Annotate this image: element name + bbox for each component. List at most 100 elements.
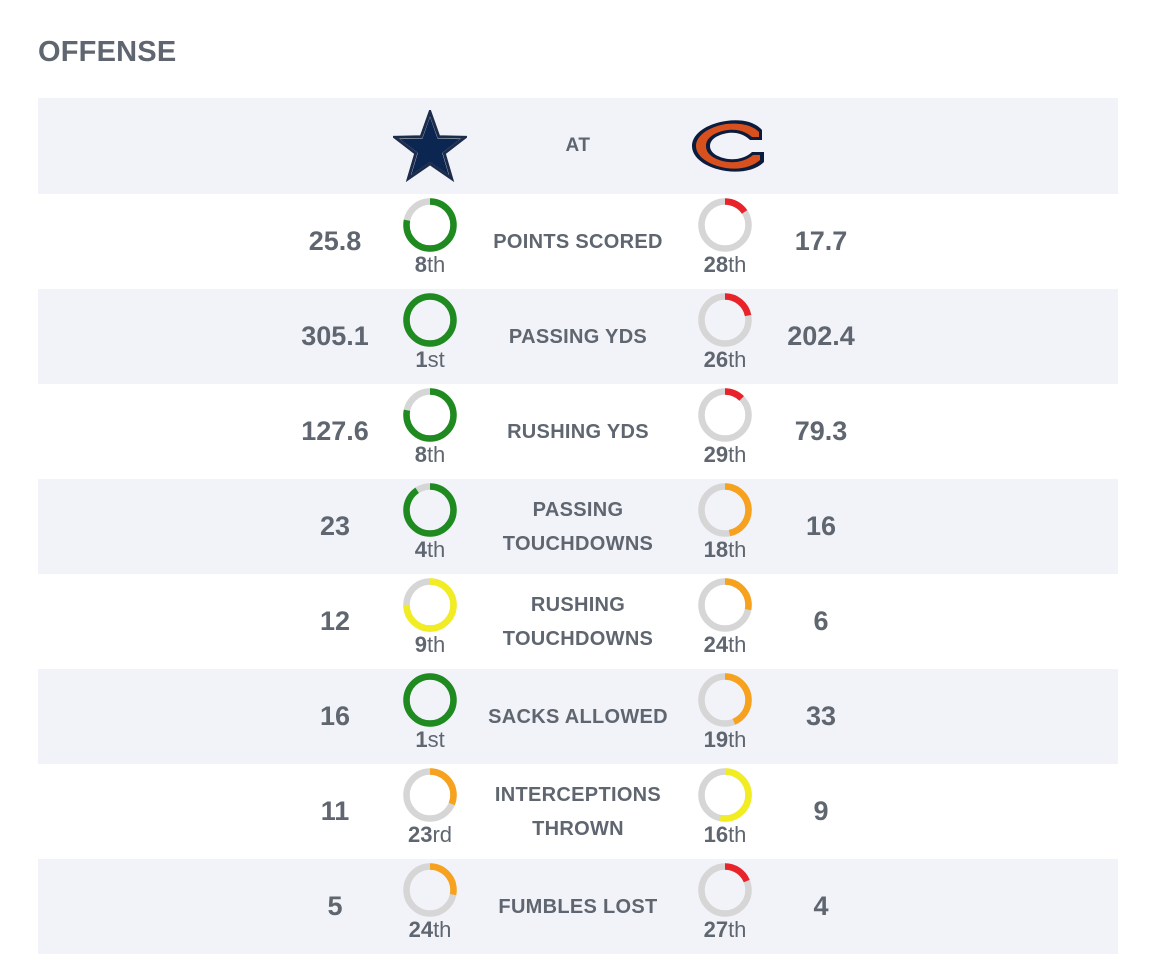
away-rank: 8th — [390, 252, 470, 278]
home-rank-number: 26 — [703, 347, 729, 372]
stat-row: 305.1 1st PASSING YDS 26th 202.4 — [38, 289, 1118, 384]
home-stat-value: 6 — [813, 606, 829, 636]
away-rank-ring — [403, 768, 457, 822]
home-rank-suffix: th — [728, 822, 747, 847]
home-rank-suffix: th — [728, 917, 747, 942]
home-rank-ring-fill — [698, 483, 752, 537]
away-rank: 24th — [390, 917, 470, 943]
away-rank-ring — [403, 388, 457, 442]
away-rank-ring — [403, 483, 457, 537]
away-rank-ring-fill — [403, 768, 457, 822]
away-rank-ring-fill — [403, 673, 457, 727]
stat-label: SACKS ALLOWED — [488, 705, 668, 728]
home-rank-ring — [698, 388, 752, 442]
away-rank-suffix: th — [426, 537, 446, 562]
away-rank-ring-fill — [403, 293, 457, 347]
home-rank-number: 19 — [703, 727, 729, 752]
away-rank-number: 24 — [408, 917, 434, 942]
home-rank-ring — [698, 578, 752, 632]
home-rank-ring — [698, 198, 752, 252]
home-stat-value: 33 — [805, 701, 837, 731]
home-rank-ring — [698, 863, 752, 917]
away-stat-value: 16 — [319, 701, 351, 731]
stat-row: 11 23rd INTERCEPTIONS THROWN 16th 9 — [38, 764, 1118, 859]
away-rank: 8th — [390, 442, 470, 468]
home-rank-suffix: th — [728, 537, 747, 562]
home-rank-number: 27 — [703, 917, 729, 942]
away-rank-suffix: th — [433, 917, 452, 942]
away-rank-ring-fill — [403, 863, 457, 917]
away-rank-number: 1 — [415, 727, 428, 752]
home-rank-ring — [698, 673, 752, 727]
away-rank: 23rd — [390, 822, 470, 848]
home-rank-ring-fill — [698, 388, 752, 442]
away-rank-suffix: th — [426, 252, 446, 277]
home-rank-suffix: th — [728, 727, 747, 752]
home-stat-value: 17.7 — [794, 226, 848, 256]
away-rank-suffix: st — [427, 727, 445, 752]
away-rank-ring-fill — [403, 578, 457, 632]
home-stat-value: 16 — [805, 511, 837, 541]
away-rank-number: 8 — [414, 252, 427, 277]
home-rank-number: 16 — [703, 822, 729, 847]
home-rank: 18th — [685, 537, 765, 563]
away-rank-number: 4 — [414, 537, 427, 562]
home-rank-suffix: th — [728, 632, 747, 657]
away-rank-ring — [403, 863, 457, 917]
away-rank: 1st — [390, 347, 470, 373]
away-rank-number: 8 — [414, 442, 427, 467]
away-rank: 9th — [390, 632, 470, 658]
home-rank-number: 28 — [703, 252, 729, 277]
stat-label: POINTS SCORED — [493, 230, 663, 253]
home-rank: 28th — [685, 252, 765, 278]
home-rank-ring — [698, 483, 752, 537]
stat-label: PASSING YDS — [508, 325, 648, 348]
stat-row: 5 24th FUMBLES LOST 27th 4 — [38, 859, 1118, 954]
bears-c-logo — [692, 120, 764, 172]
away-rank-ring-fill — [403, 388, 457, 442]
home-rank: 26th — [685, 347, 765, 373]
home-rank-ring — [698, 768, 752, 822]
section-title: OFFENSE — [38, 36, 177, 68]
stat-label: RUSHING TOUCHDOWNS — [502, 593, 654, 650]
away-stat-value: 23 — [319, 511, 351, 541]
home-rank: 16th — [685, 822, 765, 848]
home-rank-ring-fill — [698, 863, 752, 917]
home-rank-ring-fill — [698, 198, 752, 252]
home-rank-ring-fill — [698, 768, 752, 822]
home-rank: 29th — [685, 442, 765, 468]
home-rank-ring-fill — [698, 578, 752, 632]
away-rank-suffix: st — [427, 347, 445, 372]
home-rank-number: 18 — [703, 537, 729, 562]
stat-row: 12 9th RUSHING TOUCHDOWNS 24th 6 — [38, 574, 1118, 669]
home-rank-ring-fill — [698, 293, 752, 347]
offense-comparison-table: AT 25.8 8th POINTS SCORED 28th 17.7 305.1 1st P… — [38, 98, 1118, 954]
matchup-header: AT — [38, 98, 1118, 194]
away-rank: 1st — [390, 727, 470, 753]
home-stat-value: 4 — [813, 891, 829, 921]
away-rank-ring-fill — [403, 198, 457, 252]
away-stat-value: 305.1 — [301, 321, 369, 351]
away-rank-suffix: th — [426, 632, 446, 657]
home-rank-suffix: th — [728, 252, 747, 277]
home-rank-number: 29 — [703, 442, 729, 467]
away-rank-ring — [403, 198, 457, 252]
stat-row: 25.8 8th POINTS SCORED 28th 17.7 — [38, 194, 1118, 289]
away-rank-suffix: rd — [432, 822, 453, 847]
home-rank: 24th — [685, 632, 765, 658]
home-rank-suffix: th — [728, 442, 747, 467]
away-stat-value: 5 — [327, 891, 343, 921]
home-rank-number: 24 — [703, 632, 729, 657]
stat-label: PASSING TOUCHDOWNS — [502, 498, 654, 555]
stat-row: 16 1st SACKS ALLOWED 19th 33 — [38, 669, 1118, 764]
home-rank: 27th — [685, 917, 765, 943]
home-rank-ring — [698, 293, 752, 347]
away-rank-ring — [403, 673, 457, 727]
stat-label: RUSHING YDS — [507, 420, 649, 443]
away-rank-ring — [403, 578, 457, 632]
away-rank-suffix: th — [426, 442, 446, 467]
away-stat-value: 25.8 — [308, 226, 362, 256]
away-stat-value: 11 — [320, 796, 350, 826]
stat-row: 127.6 8th RUSHING YDS 29th 79.3 — [38, 384, 1118, 479]
home-rank-ring-fill — [698, 673, 752, 727]
